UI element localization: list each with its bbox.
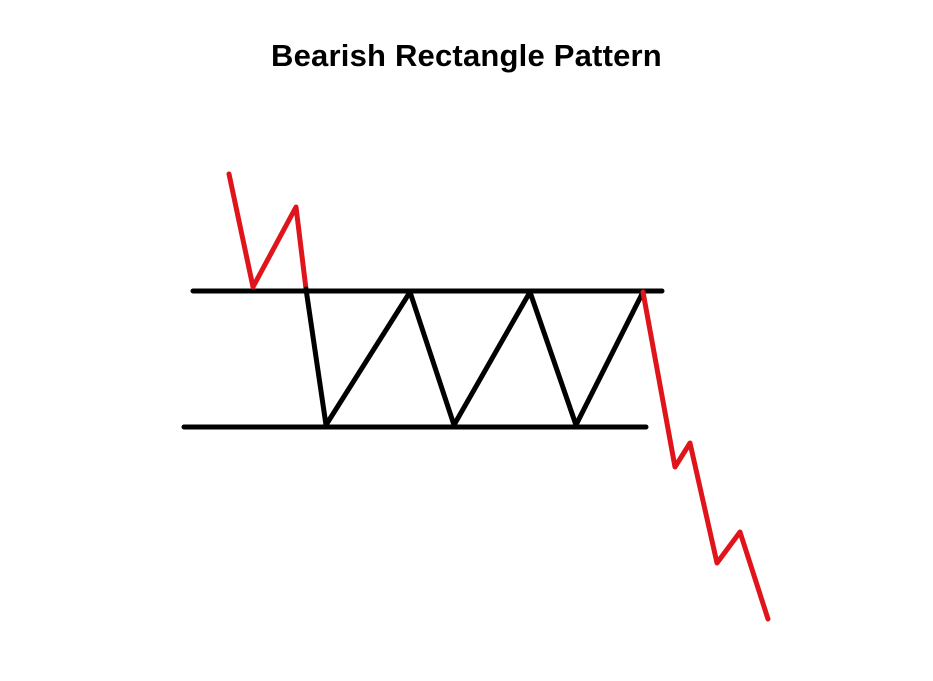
breakout-downtrend-line (640, 289, 771, 622)
diagram-title: Bearish Rectangle Pattern (271, 38, 662, 73)
range-oscillation-line (303, 286, 646, 428)
prior-downtrend-line (226, 171, 309, 292)
